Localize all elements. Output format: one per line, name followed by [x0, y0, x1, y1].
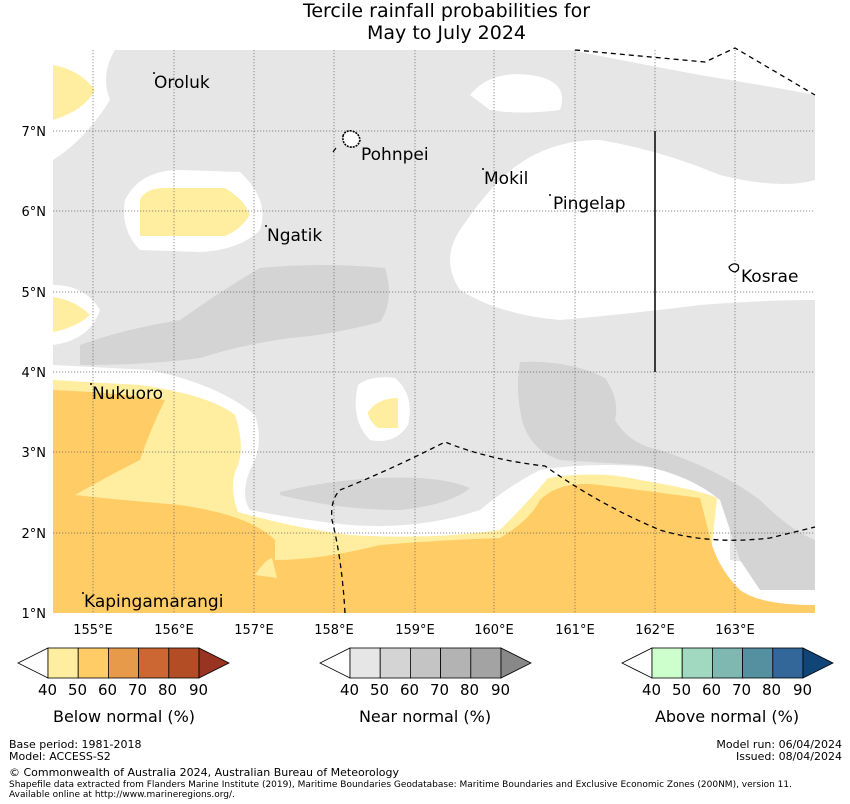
lon-tick-label: 163°E [715, 623, 755, 638]
legend-tick: 60 [702, 681, 722, 699]
place-label-ngatik: Ngatik [267, 226, 322, 246]
model-text: Model: ACCESS-S2 [9, 750, 111, 763]
marineregions-credit-text: Available online at http://www.marinereg… [9, 790, 235, 800]
pohnpei-island [342, 130, 361, 148]
near-normal-legend-title: Near normal (%) [358, 707, 492, 726]
copyright-text: © Commonwealth of Australia 2024, Austra… [9, 766, 399, 779]
lat-tick-label: 4°N [22, 366, 47, 381]
below-normal-legend-swatch [138, 647, 170, 679]
map-title-line-2: May to July 2024 [367, 22, 526, 44]
above-normal-legend-swatch [712, 647, 744, 679]
lon-tick-label: 157°E [234, 623, 274, 638]
legend-tick: 50 [68, 681, 88, 699]
near-normal-legend-swatch [409, 647, 441, 679]
below-normal-40-50-nw [53, 65, 95, 120]
lon-tick-label: 155°E [73, 623, 113, 638]
legend-tick: 40 [340, 681, 360, 699]
above-normal-legend-low-arrow [621, 647, 653, 679]
below-normal-legend-high-arrow [198, 647, 230, 679]
above-normal-legend-title: Above normal (%) [654, 707, 800, 726]
eez-boundaries [331, 47, 816, 614]
place-label-kosrae: Kosrae [741, 267, 798, 287]
lon-tick-label: 159°E [395, 623, 435, 638]
map-gridlines [53, 50, 815, 613]
lon-tick-label: 162°E [635, 623, 675, 638]
legend-tick: 90 [189, 681, 209, 699]
place-label-pohnpei: Pohnpei [361, 145, 429, 165]
legend-tick: 50 [370, 681, 390, 699]
below-normal-40-50-center [368, 398, 398, 428]
near-normal-50-60-south [280, 477, 470, 510]
legend-tick: 80 [158, 681, 178, 699]
above-normal-legend-swatch [772, 647, 804, 679]
place-label-pingelap: Pingelap [553, 194, 626, 214]
below-normal-legend-swatch [108, 647, 140, 679]
shapefile-credit-text: Shapefile data extracted from Flanders M… [9, 780, 792, 790]
lat-tick-label: 7°N [22, 125, 47, 140]
below-normal-legend-low-arrow [17, 647, 49, 679]
lat-tick-label: 1°N [22, 607, 47, 622]
above-normal-legend-swatch [651, 647, 683, 679]
lon-tick-label: 158°E [314, 623, 354, 638]
below-normal-40-50-west [140, 188, 250, 236]
below-normal-50-60-south [53, 390, 815, 613]
model-run-text: Model run: 06/04/2024 [716, 738, 842, 751]
near-normal-50-60-west [80, 265, 389, 365]
lon-tick-label: 156°E [154, 623, 194, 638]
near-normal-legend-swatch [470, 647, 502, 679]
below-normal-legend-title: Below normal (%) [52, 707, 196, 726]
near-normal-legend-low-arrow [319, 647, 351, 679]
legend-tick: 90 [491, 681, 511, 699]
legend-tick: 40 [642, 681, 662, 699]
near-normal-legend-swatch [440, 647, 472, 679]
legend-colorbars [17, 647, 834, 679]
issued-text: Issued: 08/04/2024 [735, 750, 842, 763]
below-normal-40-50-sw [53, 297, 90, 332]
map-fill-layers [53, 50, 815, 613]
legend-tick: 80 [762, 681, 782, 699]
above-normal-legend-swatch [742, 647, 774, 679]
lat-tick-label: 2°N [22, 527, 47, 542]
pohnpei-islet [332, 147, 337, 153]
neutral-area-ne [570, 50, 815, 95]
legend-tick: 70 [128, 681, 148, 699]
near-normal-legend-swatch [379, 647, 411, 679]
atoll-markers [82, 72, 551, 594]
lat-tick-label: 3°N [22, 446, 47, 461]
below-normal-legend-swatch [168, 647, 200, 679]
place-label-mokil: Mokil [484, 169, 528, 189]
legend-tick: 40 [38, 681, 58, 699]
legend-tick: 70 [430, 681, 450, 699]
legend-tick: 60 [400, 681, 420, 699]
legend-tick: 70 [732, 681, 752, 699]
place-label-kapingamarangi: Kapingamarangi [84, 592, 223, 612]
neutral-area-east [450, 140, 815, 320]
lat-tick-label: 6°N [22, 205, 47, 220]
legend-tick: 50 [672, 681, 692, 699]
place-label-nukuoro: Nukuoro [92, 384, 163, 404]
below-normal-legend-swatch [77, 647, 109, 679]
place-label-oroluk: Oroluk [154, 73, 210, 93]
near-normal-legend-swatch [349, 647, 381, 679]
lon-tick-label: 161°E [555, 623, 595, 638]
near-normal-legend-high-arrow [500, 647, 532, 679]
lon-tick-label: 160°E [474, 623, 514, 638]
lat-tick-label: 5°N [22, 286, 47, 301]
neutral-area-north [470, 74, 562, 113]
above-normal-legend-swatch [681, 647, 713, 679]
below-normal-legend-swatch [47, 647, 79, 679]
base-period-text: Base period: 1981-2018 [9, 738, 142, 751]
legend-tick: 80 [460, 681, 480, 699]
above-normal-legend-high-arrow [802, 647, 834, 679]
legend-tick: 90 [793, 681, 813, 699]
below-normal-40-50-islet [255, 558, 277, 578]
kosrae-island [728, 263, 740, 273]
map-title-line-1: Tercile rainfall probabilities for [302, 0, 591, 22]
legend-tick: 60 [98, 681, 118, 699]
